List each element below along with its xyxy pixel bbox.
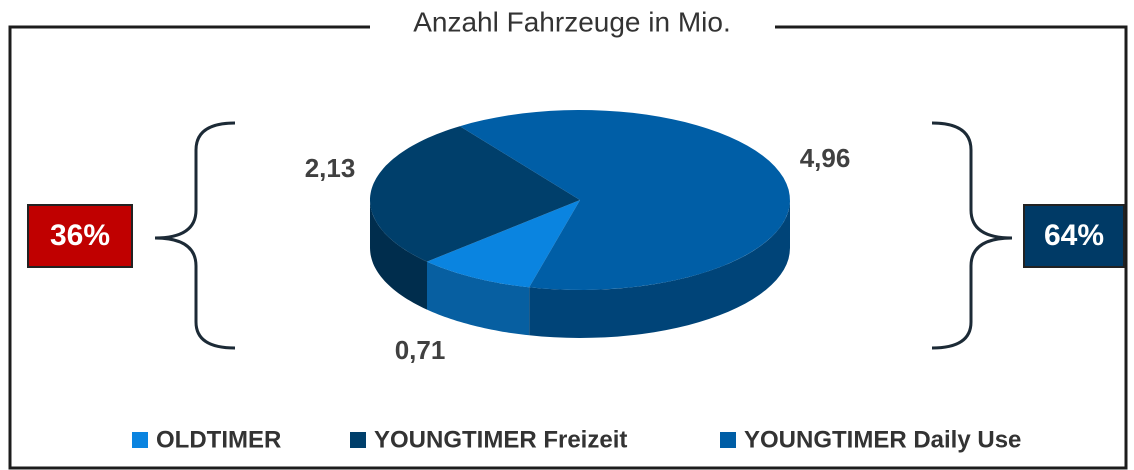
legend-label: YOUNGTIMER Freizeit <box>374 426 627 453</box>
slice-side <box>529 200 790 338</box>
data-label: 0,71 <box>395 335 446 365</box>
frame <box>8 25 1128 470</box>
group-label: 64% <box>1044 219 1104 252</box>
group-box <box>1023 204 1125 268</box>
data-label: 4,96 <box>800 143 851 173</box>
legend-swatch <box>350 432 366 448</box>
legend-swatch <box>720 432 736 448</box>
slice <box>427 200 580 288</box>
brace <box>154 121 236 350</box>
brace <box>931 121 1013 350</box>
group-box <box>27 204 133 268</box>
slice <box>459 110 790 290</box>
data-label: 2,13 <box>305 153 356 183</box>
legend-label: YOUNGTIMER Daily Use <box>744 426 1021 453</box>
slice-side <box>427 261 530 336</box>
group-label: 36% <box>50 219 110 252</box>
legend-swatch <box>132 432 148 448</box>
chart-title: Anzahl Fahrzeuge in Mio. <box>413 6 731 37</box>
slice <box>370 126 580 262</box>
legend-label: OLDTIMER <box>156 426 281 453</box>
slice-side <box>370 200 427 310</box>
